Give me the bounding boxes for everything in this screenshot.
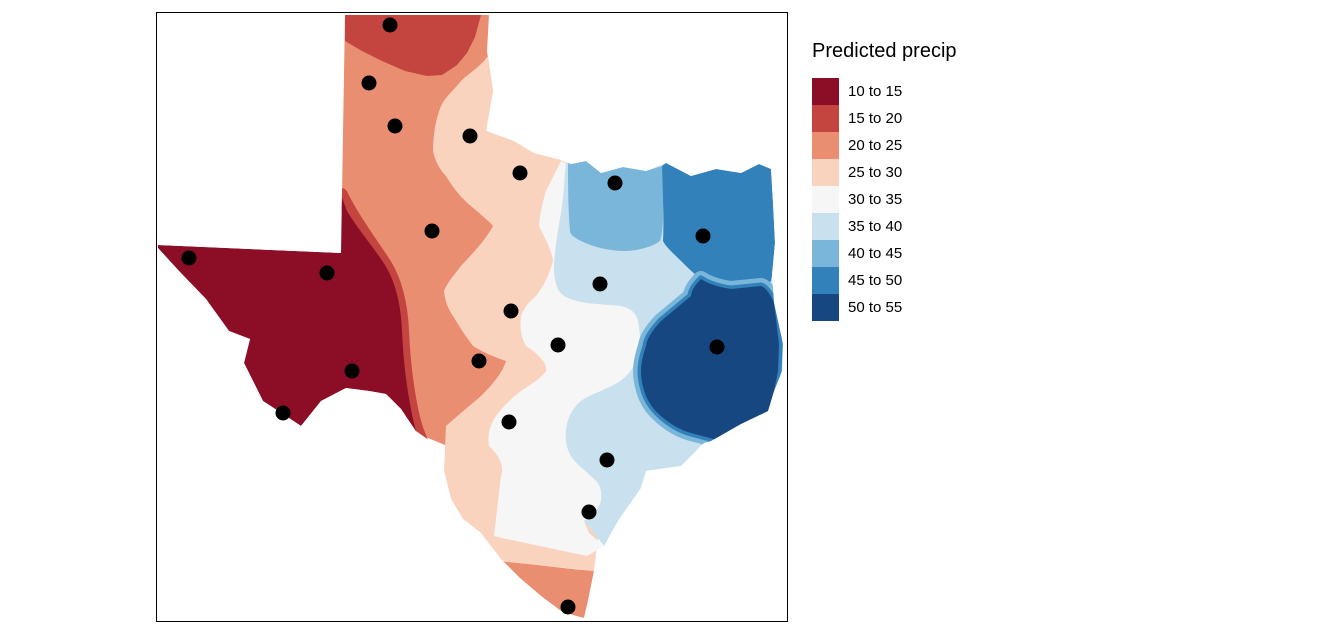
legend: Predicted precip 10 to 15 15 to 20 20 to… — [812, 40, 1032, 321]
legend-row: 15 to 20 — [812, 105, 1032, 132]
legend-swatch-50-55 — [812, 294, 839, 321]
station-dot — [501, 414, 517, 430]
band-20-25-tip — [498, 561, 594, 618]
station-dot — [560, 599, 576, 615]
legend-swatch-10-15 — [812, 78, 839, 105]
station-dot — [592, 276, 608, 292]
legend-title: Predicted precip — [812, 40, 957, 62]
legend-swatch-30-35 — [812, 186, 839, 213]
station-dot — [344, 363, 360, 379]
legend-row: 30 to 35 — [812, 186, 1032, 213]
legend-label: 25 to 30 — [848, 164, 903, 181]
station-dot — [581, 504, 597, 520]
legend-swatch-40-45 — [812, 240, 839, 267]
station-dot — [709, 339, 725, 355]
legend-rows: 10 to 15 15 to 20 20 to 25 25 to 30 30 t… — [812, 78, 1032, 321]
texas-prediction-map — [158, 15, 783, 618]
station-dot — [424, 223, 440, 239]
station-dot — [599, 452, 615, 468]
station-dot — [275, 405, 291, 421]
band-40-45 — [568, 161, 664, 251]
legend-row: 45 to 50 — [812, 267, 1032, 294]
legend-label: 45 to 50 — [848, 272, 903, 289]
legend-swatch-25-30 — [812, 159, 839, 186]
legend-label: 20 to 25 — [848, 137, 903, 154]
legend-row: 50 to 55 — [812, 294, 1032, 321]
legend-row: 20 to 25 — [812, 132, 1032, 159]
legend-label: 50 to 55 — [848, 299, 903, 316]
station-dot — [503, 303, 519, 319]
band-30-35 — [488, 161, 641, 556]
station-points — [181, 17, 725, 615]
station-dot — [512, 165, 528, 181]
station-dot — [695, 228, 711, 244]
legend-label: 30 to 35 — [848, 191, 903, 208]
station-dot — [319, 265, 335, 281]
legend-label: 10 to 15 — [848, 83, 903, 100]
legend-swatch-20-25 — [812, 132, 839, 159]
prediction-bands — [158, 15, 783, 618]
band-15-20-top — [345, 15, 481, 76]
legend-swatch-35-40 — [812, 213, 839, 240]
legend-row: 35 to 40 — [812, 213, 1032, 240]
station-dot — [361, 75, 377, 91]
map-panel — [156, 12, 788, 622]
legend-row: 25 to 30 — [812, 159, 1032, 186]
station-dot — [471, 353, 487, 369]
station-dot — [607, 175, 623, 191]
station-dot — [382, 17, 398, 33]
legend-label: 15 to 20 — [848, 110, 903, 127]
legend-row: 10 to 15 — [812, 78, 1032, 105]
band-50-55 — [641, 279, 779, 441]
legend-label: 35 to 40 — [848, 218, 903, 235]
station-dot — [550, 337, 566, 353]
band-45-50 — [662, 163, 775, 289]
legend-swatch-45-50 — [812, 267, 839, 294]
station-dot — [462, 128, 478, 144]
station-dot — [387, 118, 403, 134]
legend-row: 40 to 45 — [812, 240, 1032, 267]
legend-label: 40 to 45 — [848, 245, 903, 262]
legend-swatch-15-20 — [812, 105, 839, 132]
station-dot — [181, 250, 197, 266]
